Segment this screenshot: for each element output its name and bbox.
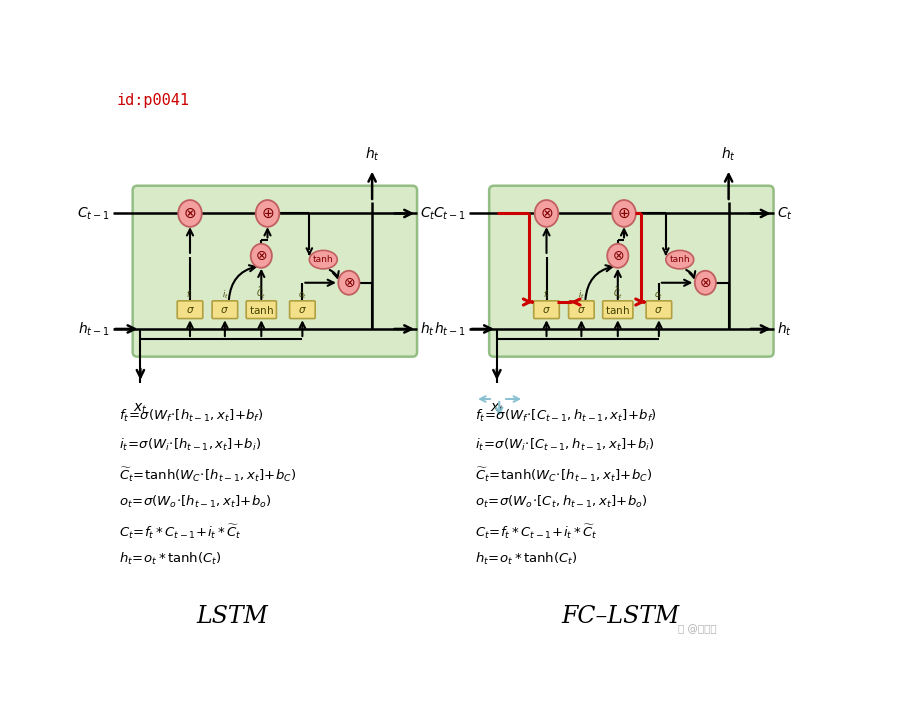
Text: $\otimes$: $\otimes$ — [699, 276, 712, 289]
Ellipse shape — [310, 251, 338, 269]
Text: $\oplus$: $\oplus$ — [617, 206, 631, 221]
Text: 平 @空字符: 平 @空字符 — [679, 624, 717, 634]
FancyBboxPatch shape — [177, 301, 202, 318]
FancyBboxPatch shape — [646, 301, 671, 318]
Text: tanh: tanh — [313, 255, 334, 264]
Text: LSTM: LSTM — [197, 605, 268, 628]
Ellipse shape — [338, 271, 359, 294]
Text: $f_t$: $f_t$ — [186, 288, 194, 301]
Text: $C_t\!=\!f_t*C_{t-1}\!+\!i_t*\widetilde{C}_t$: $C_t\!=\!f_t*C_{t-1}\!+\!i_t*\widetilde{… — [475, 522, 598, 541]
Text: $\otimes$: $\otimes$ — [184, 206, 197, 221]
Text: $C_t$: $C_t$ — [420, 205, 436, 222]
Ellipse shape — [608, 244, 628, 268]
Text: $o_t$: $o_t$ — [654, 290, 663, 301]
Text: $\otimes$: $\otimes$ — [612, 249, 624, 263]
Text: $C_{t-1}$: $C_{t-1}$ — [433, 205, 466, 222]
FancyBboxPatch shape — [212, 301, 238, 318]
Text: $h_{t-1}$: $h_{t-1}$ — [434, 320, 466, 338]
Text: $i_t\!=\!\sigma(W_i\!\cdot\![C_{t-1},h_{t-1},x_t]\!+\!b_i)$: $i_t\!=\!\sigma(W_i\!\cdot\![C_{t-1},h_{… — [475, 437, 654, 453]
Text: id:p0041: id:p0041 — [116, 93, 189, 107]
Text: tanh: tanh — [670, 255, 690, 264]
Ellipse shape — [612, 200, 635, 227]
Text: $\sigma$: $\sigma$ — [654, 305, 663, 315]
FancyBboxPatch shape — [490, 186, 774, 356]
Text: $o_t$: $o_t$ — [298, 290, 307, 301]
Text: $\sigma$: $\sigma$ — [185, 305, 194, 315]
Ellipse shape — [666, 251, 694, 269]
FancyBboxPatch shape — [534, 301, 559, 318]
Text: $\tilde{C}_t$: $\tilde{C}_t$ — [613, 286, 623, 301]
Text: $C_{t-1}$: $C_{t-1}$ — [76, 205, 110, 222]
Text: $i_t$: $i_t$ — [578, 288, 585, 301]
Text: $i_t$: $i_t$ — [221, 288, 229, 301]
Text: $\sigma$: $\sigma$ — [220, 305, 230, 315]
Ellipse shape — [535, 200, 558, 227]
FancyBboxPatch shape — [290, 301, 315, 318]
Text: $h_t\!=\!o_t*\tanh(C_t)$: $h_t\!=\!o_t*\tanh(C_t)$ — [119, 551, 221, 567]
Text: $\tanh$: $\tanh$ — [249, 304, 274, 315]
Text: $o_t\!=\!\sigma(W_o\!\cdot\![h_{t-1},x_t]\!+\!b_o)$: $o_t\!=\!\sigma(W_o\!\cdot\![h_{t-1},x_t… — [119, 494, 272, 510]
Text: $\sigma$: $\sigma$ — [298, 305, 307, 315]
Text: $\widetilde{C}_t\!=\!\tanh(W_C\!\cdot\![h_{t-1},x_t]\!+\!b_C)$: $\widetilde{C}_t\!=\!\tanh(W_C\!\cdot\![… — [119, 465, 296, 484]
Text: $\tilde{C}_t$: $\tilde{C}_t$ — [256, 286, 266, 301]
Ellipse shape — [256, 200, 279, 227]
Ellipse shape — [178, 200, 202, 227]
FancyBboxPatch shape — [247, 301, 276, 318]
Text: $x_t$: $x_t$ — [133, 402, 148, 416]
Text: $\otimes$: $\otimes$ — [540, 206, 554, 221]
FancyBboxPatch shape — [603, 301, 633, 318]
FancyBboxPatch shape — [132, 186, 417, 356]
Text: $x_t$: $x_t$ — [490, 402, 504, 416]
Text: $h_t$: $h_t$ — [420, 320, 435, 338]
Text: $h_t\!=\!o_t*\tanh(C_t)$: $h_t\!=\!o_t*\tanh(C_t)$ — [475, 551, 578, 567]
Text: $h_t$: $h_t$ — [721, 146, 736, 163]
Ellipse shape — [251, 244, 272, 268]
Text: $\tanh$: $\tanh$ — [606, 304, 630, 315]
Text: $h_{t-1}$: $h_{t-1}$ — [77, 320, 110, 338]
Text: $h_t$: $h_t$ — [777, 320, 792, 338]
Text: $\otimes$: $\otimes$ — [255, 249, 267, 263]
Text: $\oplus$: $\oplus$ — [261, 206, 274, 221]
Text: $i_t\!=\!\sigma(W_i\!\cdot\![h_{t-1},x_t]\!+\!b_i)$: $i_t\!=\!\sigma(W_i\!\cdot\![h_{t-1},x_t… — [119, 437, 261, 453]
Text: $o_t\!=\!\sigma(W_o\!\cdot\![C_t,h_{t-1},x_t]\!+\!b_o)$: $o_t\!=\!\sigma(W_o\!\cdot\![C_t,h_{t-1}… — [475, 494, 648, 510]
Text: FC–LSTM: FC–LSTM — [561, 605, 680, 628]
Text: $\sigma$: $\sigma$ — [542, 305, 551, 315]
Text: $h_t$: $h_t$ — [364, 146, 380, 163]
Text: $f_t\!=\!\sigma(W_f\!\cdot\![C_{t-1},h_{t-1},x_t]\!+\!b_f)$: $f_t\!=\!\sigma(W_f\!\cdot\![C_{t-1},h_{… — [475, 408, 657, 424]
Text: $\sigma$: $\sigma$ — [577, 305, 586, 315]
Text: $C_t\!=\!f_t*C_{t-1}\!+\!i_t*\widetilde{C}_t$: $C_t\!=\!f_t*C_{t-1}\!+\!i_t*\widetilde{… — [119, 522, 241, 541]
Text: $\widetilde{C}_t\!=\!\tanh(W_C\!\cdot\![h_{t-1},x_t]\!+\!b_C)$: $\widetilde{C}_t\!=\!\tanh(W_C\!\cdot\![… — [475, 465, 652, 484]
FancyBboxPatch shape — [569, 301, 594, 318]
Text: $f_t\!=\!\sigma(W_f\!\cdot\![h_{t-1},x_t]\!+\!b_f)$: $f_t\!=\!\sigma(W_f\!\cdot\![h_{t-1},x_t… — [119, 408, 264, 424]
Text: $C_t$: $C_t$ — [777, 205, 793, 222]
Text: $f_t$: $f_t$ — [543, 288, 550, 301]
Text: $\otimes$: $\otimes$ — [343, 276, 356, 289]
Ellipse shape — [695, 271, 716, 294]
